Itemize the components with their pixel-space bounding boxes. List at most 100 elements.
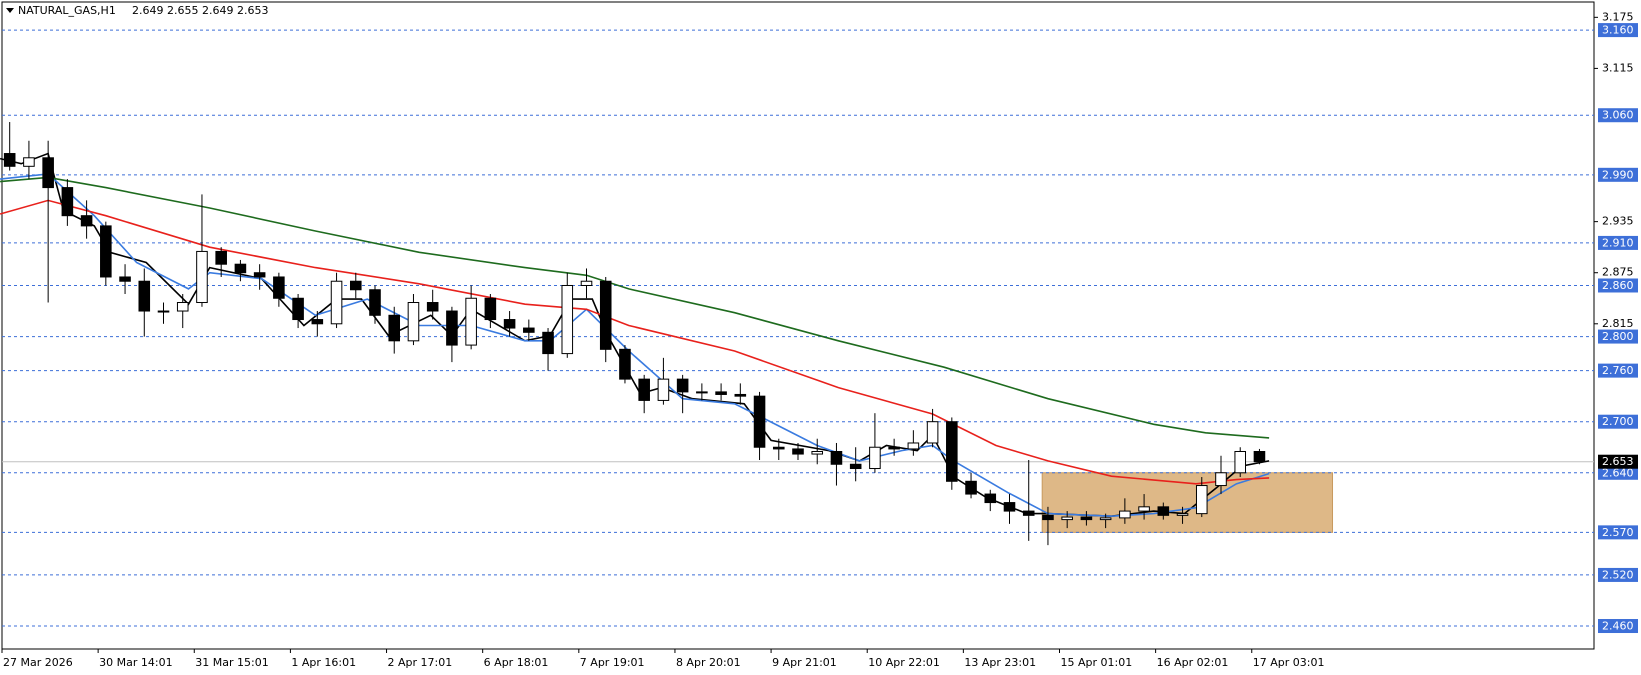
level-label: 2.910	[1602, 236, 1634, 249]
candle-body	[676, 378, 689, 393]
y-tick-label: 2.815	[1602, 317, 1634, 330]
level-label: 2.760	[1602, 364, 1634, 377]
level-label-box	[1598, 567, 1638, 582]
candle-body	[100, 225, 112, 278]
chart-title: NATURAL_GAS,H1	[18, 4, 116, 17]
level-label-box	[1598, 525, 1638, 540]
current-price-label: 2.653	[1602, 455, 1634, 468]
candle-body	[926, 421, 939, 444]
candle-body	[599, 280, 612, 350]
candle-body	[1157, 506, 1170, 516]
candle-body	[1234, 450, 1247, 474]
candle-body	[349, 280, 362, 291]
level-label: 2.460	[1602, 620, 1634, 633]
x-tick-label: 13 Apr 23:01	[964, 656, 1036, 669]
x-tick-label: 16 Apr 02:01	[1157, 656, 1229, 669]
candle-body	[1253, 450, 1266, 463]
candle-body	[196, 250, 208, 304]
candle-body	[157, 310, 170, 313]
candle-body	[1176, 513, 1189, 516]
level-label: 3.160	[1602, 24, 1634, 37]
level-label-box	[1598, 414, 1638, 429]
candle-body	[1022, 510, 1035, 516]
candle-body	[426, 302, 439, 312]
candle-body	[215, 250, 227, 265]
x-tick-label: 31 Mar 15:01	[195, 656, 268, 669]
candle-body	[946, 421, 958, 482]
candle-body	[657, 378, 670, 401]
level-label-box	[1598, 108, 1638, 123]
candle-body	[273, 276, 285, 299]
moving-average-line	[0, 199, 1270, 485]
candle-body	[1003, 502, 1016, 512]
candle-body	[3, 153, 16, 167]
level-label: 3.060	[1602, 109, 1634, 122]
candle-body	[1138, 506, 1150, 512]
candle-body	[1080, 516, 1093, 521]
candle-body	[503, 319, 516, 329]
candle-body	[1195, 485, 1208, 515]
symbol-menu-arrow[interactable]	[6, 8, 14, 13]
candle-body	[907, 442, 920, 450]
candle-body	[465, 297, 477, 346]
level-label-box	[1598, 465, 1638, 480]
candle-body	[965, 480, 977, 495]
candle-body	[23, 157, 35, 167]
candle-body	[542, 331, 554, 355]
candle-body	[1119, 510, 1131, 519]
candle-body	[1099, 517, 1112, 521]
candle-body	[446, 310, 458, 346]
candle-body	[830, 450, 843, 465]
candle-body	[869, 446, 881, 470]
candle-body	[61, 187, 74, 217]
candle-body	[138, 280, 151, 312]
x-tick-label: 8 Apr 20:01	[676, 656, 741, 669]
candle-body	[849, 463, 862, 470]
level-label: 2.800	[1602, 330, 1634, 343]
level-label: 2.570	[1602, 526, 1634, 539]
plot-frame	[1, 1, 1595, 650]
candle-body	[811, 450, 824, 455]
level-label-box	[1598, 329, 1638, 344]
candle-body	[772, 446, 785, 450]
candle-body	[619, 348, 631, 380]
x-tick-label: 6 Apr 18:01	[484, 656, 549, 669]
y-tick-label: 2.875	[1602, 266, 1634, 279]
level-label: 2.520	[1602, 568, 1634, 581]
x-tick-label: 15 Apr 01:01	[1060, 656, 1132, 669]
x-tick-label: 1 Apr 16:01	[291, 656, 356, 669]
x-tick-label: 10 Apr 22:01	[868, 656, 940, 669]
candle-body	[715, 391, 727, 395]
candle-body	[42, 157, 54, 189]
candle-body	[234, 263, 247, 274]
level-label-box	[1598, 619, 1638, 634]
candle-body	[407, 302, 420, 342]
level-label: 2.640	[1602, 466, 1634, 479]
level-label-box	[1598, 167, 1638, 182]
candle-body	[388, 314, 401, 342]
candle-body	[1215, 472, 1227, 487]
candle-body	[176, 302, 189, 312]
candle-body	[561, 284, 574, 355]
level-label: 2.700	[1602, 415, 1634, 428]
x-tick-label: 7 Apr 19:01	[580, 656, 645, 669]
y-tick-label: 3.115	[1602, 61, 1634, 74]
candle-body	[484, 297, 497, 321]
x-tick-label: 9 Apr 21:01	[772, 656, 837, 669]
candle-body	[119, 276, 131, 282]
candle-body	[1061, 516, 1073, 521]
level-label-box	[1598, 363, 1638, 378]
x-tick-label: 17 Apr 03:01	[1253, 656, 1325, 669]
candle-body	[80, 215, 93, 227]
price-zone	[1041, 472, 1334, 533]
candle-body	[696, 391, 708, 394]
level-label: 2.990	[1602, 168, 1634, 181]
candle-body	[369, 289, 381, 316]
candle-body	[888, 446, 900, 450]
candle-body	[311, 319, 324, 325]
candle-body	[984, 493, 997, 504]
